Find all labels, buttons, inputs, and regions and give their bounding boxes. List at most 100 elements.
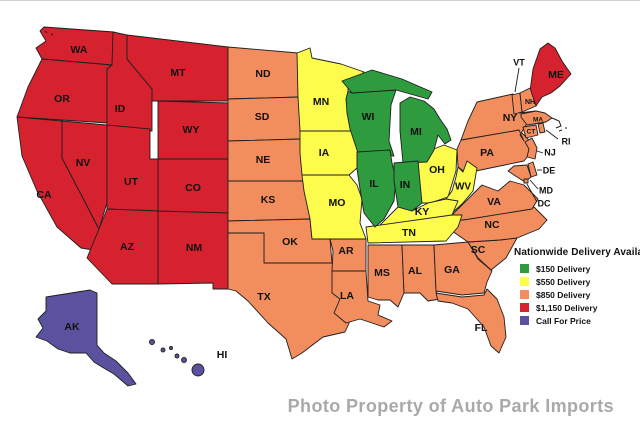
- legend: Nationwide Delivery Available $150 Deliv…: [514, 247, 640, 329]
- state-label-in: IN: [400, 179, 411, 191]
- state-label-ne: NE: [256, 154, 271, 166]
- legend-item-t150: $150 Delivery: [520, 263, 638, 274]
- state-label-nd: ND: [255, 68, 271, 80]
- state-ri: [537, 122, 546, 134]
- state-label-nv: NV: [76, 157, 91, 169]
- state-label-co: CO: [185, 182, 201, 194]
- legend-swatch-call: [520, 316, 529, 325]
- state-label-ak: AK: [64, 321, 80, 333]
- state-label-wa: WA: [71, 44, 88, 56]
- state-ia: [299, 130, 360, 176]
- legend-item-call: Call For Price: [520, 315, 638, 326]
- state-hi-island: [181, 357, 187, 363]
- state-hi-island: [169, 346, 173, 350]
- state-labels-layer: WA OR CA ID MT WY NV UT CO AZ NM ME ND SD NE KS OK TX AR LA…: [36, 44, 570, 361]
- state-label-mt: MT: [170, 67, 186, 79]
- state-label-pa: PA: [480, 147, 494, 159]
- state-label-il: IL: [369, 178, 379, 190]
- state-label-ia: IA: [319, 147, 330, 159]
- state-nj: [524, 137, 538, 160]
- state-mi: [341, 69, 433, 100]
- state-label-nc: NC: [484, 219, 500, 231]
- leader-line-ri: [545, 129, 559, 140]
- state-label-mn: MN: [313, 96, 329, 108]
- state-label-tn: TN: [402, 227, 416, 239]
- state-me: [529, 42, 572, 107]
- coastline-detail: [551, 117, 562, 129]
- states-layer: [16, 26, 572, 387]
- state-label-mo: MO: [329, 197, 346, 209]
- legend-item-label: $150 Delivery: [536, 263, 591, 274]
- state-label-de: DE: [543, 165, 556, 175]
- state-nv: [61, 120, 108, 230]
- legend-item-t1150: $1,150 Delivery: [520, 302, 638, 313]
- state-label-la: LA: [340, 290, 354, 302]
- state-hi-island: [149, 339, 155, 345]
- state-label-hi: HI: [217, 349, 228, 361]
- state-ut: [106, 124, 159, 212]
- state-label-fl: FL: [475, 322, 488, 334]
- state-label-ct: CT: [527, 129, 536, 136]
- state-label-al: AL: [408, 265, 423, 277]
- state-label-wi: WI: [362, 111, 375, 123]
- state-label-ky: KY: [415, 206, 430, 218]
- state-label-ok: OK: [282, 236, 298, 248]
- state-la: [331, 270, 393, 328]
- state-label-dc: DC: [538, 198, 551, 208]
- state-label-nj: NJ: [544, 147, 556, 157]
- state-dc: [523, 178, 529, 184]
- legend-swatch-t550: [520, 277, 529, 286]
- state-label-nh: NH: [525, 99, 535, 106]
- state-hi-island: [160, 347, 166, 353]
- leader-line-nj: [536, 150, 544, 154]
- legend-swatch-t150: [520, 264, 529, 273]
- leader-line-dc: [526, 183, 538, 203]
- state-label-az: AZ: [120, 241, 135, 253]
- watermark-text: Photo Property of Auto Park Imports: [287, 396, 614, 416]
- coastline-detail: [44, 30, 48, 34]
- state-label-wy: WY: [183, 124, 200, 136]
- state-mo: [301, 174, 367, 240]
- state-label-me: ME: [548, 69, 564, 81]
- coast-details-layer: [44, 30, 567, 203]
- state-ak: [35, 289, 137, 387]
- state-nh: [519, 87, 537, 113]
- state-label-nm: NM: [186, 242, 203, 254]
- legend-item-label: $1,150 Delivery: [536, 302, 598, 313]
- state-il: [356, 149, 397, 228]
- state-va: [449, 180, 539, 222]
- legend-swatch-t1150: [520, 303, 529, 312]
- state-ma: [520, 110, 553, 126]
- state-or: [16, 58, 113, 124]
- state-label-sc: SC: [471, 244, 486, 256]
- state-label-ar: AR: [338, 245, 354, 257]
- legend-item-t550: $550 Delivery: [520, 277, 638, 287]
- state-label-oh: OH: [429, 164, 445, 176]
- state-label-va: VA: [487, 196, 501, 208]
- state-hi-island: [191, 363, 205, 377]
- coastline-detail: [50, 33, 54, 36]
- state-label-id: ID: [115, 103, 126, 115]
- state-label-mi: MI: [410, 126, 422, 138]
- state-label-ca: CA: [36, 189, 52, 201]
- legend-title: Nationwide Delivery Available: [514, 247, 640, 258]
- leader-line-vt: [514, 67, 520, 93]
- state-label-vt: VT: [513, 57, 525, 67]
- legend-item-label: $850 Delivery: [536, 289, 591, 300]
- state-label-ks: KS: [261, 194, 276, 206]
- state-label-ut: UT: [124, 176, 139, 188]
- legend-item-t850: $850 Delivery: [520, 289, 638, 300]
- state-in: [393, 160, 423, 212]
- state-label-ri: RI: [562, 136, 571, 146]
- state-label-md: MD: [539, 185, 553, 195]
- state-label-ny: NY: [503, 112, 518, 124]
- legend-item-label: Call For Price: [536, 315, 591, 326]
- state-label-tx: TX: [257, 291, 270, 303]
- state-label-or: OR: [54, 93, 70, 105]
- state-fl: [435, 288, 507, 354]
- state-label-sd: SD: [255, 111, 270, 123]
- state-label-ga: GA: [444, 264, 460, 276]
- leader-line-md: [529, 179, 539, 190]
